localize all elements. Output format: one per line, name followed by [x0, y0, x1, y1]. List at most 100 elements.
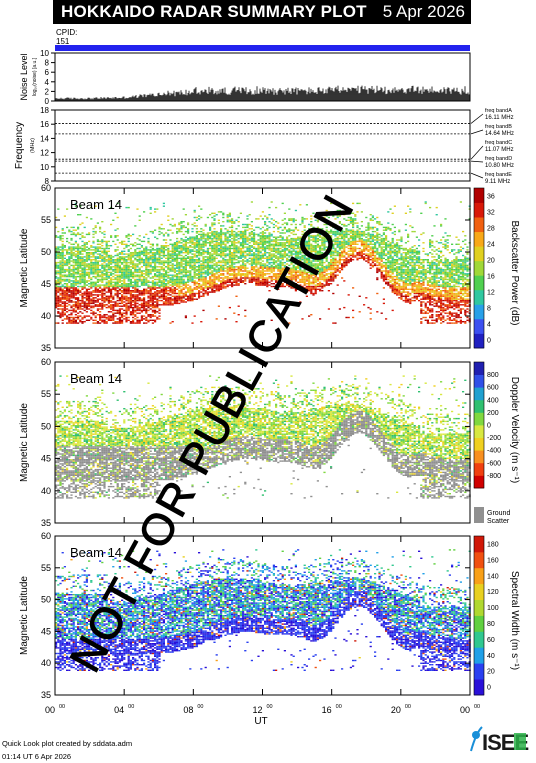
colorbar-tick-label: 160	[487, 557, 499, 564]
time-tick-label: 20	[391, 705, 401, 715]
colorbar-segment	[474, 203, 484, 218]
colorbar-segment	[474, 275, 484, 290]
footer-credit: Quick Look plot created by sddata.adm	[2, 739, 132, 748]
colorbar-tick-label: 120	[487, 589, 499, 596]
frequency-band-leader	[471, 161, 483, 162]
colorbar-segment	[474, 319, 484, 334]
colorbar-tick-label: 600	[487, 385, 499, 392]
time-tick-label-minutes: 00	[405, 704, 411, 710]
lat-tick-label: 55	[41, 215, 51, 225]
frequency-ytick-label: 14	[40, 134, 49, 143]
time-tick-label: 08	[183, 705, 193, 715]
lat-tick-label: 45	[41, 454, 51, 464]
colorbar-segment	[474, 600, 484, 616]
frequency-frame	[55, 110, 470, 181]
frequency-band-label: freq bandD	[485, 156, 512, 162]
ground-scatter-swatch	[474, 507, 484, 523]
colorbar-tick-label: 16	[487, 274, 495, 281]
frequency-ylabel-unit: (MHz)	[30, 138, 36, 153]
frequency-ytick-label: 18	[40, 106, 49, 115]
frequency-band-value: 11.07 MHz	[485, 147, 514, 153]
colorbar-segment	[474, 400, 484, 413]
lat-tick-label: 40	[41, 658, 51, 668]
frequency-ytick-label: 16	[40, 120, 49, 129]
frequency-ytick-label: 10	[40, 163, 49, 172]
frequency-band-leader	[471, 114, 483, 123]
lat-tick-label: 60	[41, 357, 51, 367]
colorbar-segment	[474, 647, 484, 663]
colorbar-segment	[474, 616, 484, 632]
colorbar-tick-label: 100	[487, 605, 499, 612]
frequency-band-leader	[471, 130, 483, 134]
colorbar-tick-label: 60	[487, 637, 495, 644]
colorbar-segment	[474, 362, 484, 375]
frequency-band-label: freq bandC	[485, 140, 512, 146]
colorbar-segment	[474, 438, 484, 451]
magnetic-latitude-label: Magnetic Latitude	[19, 228, 30, 307]
colorbar-tick-label: 800	[487, 372, 499, 379]
colorbar-tick-label: 400	[487, 397, 499, 404]
lat-tick-label: 35	[41, 518, 51, 528]
noise-ytick-label: 2	[45, 87, 50, 96]
frequency-band-value: 16.11 MHz	[485, 115, 514, 121]
colorbar-segment	[474, 584, 484, 600]
frequency-band-value: 9.11 MHz	[485, 179, 510, 185]
colorbar-tick-label: 200	[487, 410, 499, 417]
colorbar-segment	[474, 552, 484, 568]
colorbar-segment	[474, 375, 484, 388]
noise-ytick-label: 10	[40, 49, 49, 58]
ground-scatter-label: Scatter	[487, 518, 510, 525]
colorbar-segment	[474, 232, 484, 247]
footer-timestamp: 01:14 UT 6 Apr 2026	[2, 752, 71, 761]
colorbar-tick-label: 20	[487, 669, 495, 676]
time-tick-label: 16	[322, 705, 332, 715]
colorbar-tick-label: 8	[487, 306, 491, 313]
time-tick-label-minutes: 00	[267, 704, 273, 710]
lat-tick-label: 50	[41, 595, 51, 605]
lat-tick-label: 55	[41, 563, 51, 573]
time-tick-label: 00	[460, 705, 470, 715]
frequency-band-label: freq bandE	[485, 172, 512, 178]
frequency-ylabel: Frequency	[14, 122, 25, 169]
colorbar-tick-label: 180	[487, 541, 499, 548]
time-tick-label-minutes: 00	[59, 704, 65, 710]
colorbar-tick-label: -800	[487, 473, 501, 480]
lat-tick-label: 45	[41, 279, 51, 289]
isee-logo: ISEE	[468, 723, 530, 755]
lat-tick-label: 35	[41, 690, 51, 700]
colorbar-segment	[474, 568, 484, 584]
colorbar-segment	[474, 188, 484, 203]
colorbar-tick-label: 0	[487, 338, 491, 345]
noise-trace	[55, 86, 470, 101]
colorbar-tick-label: -400	[487, 448, 501, 455]
colorbar-tick-label: 140	[487, 573, 499, 580]
colorbar-segment	[474, 425, 484, 438]
colorbar-tick-label: 80	[487, 621, 495, 628]
frequency-band-leader	[471, 173, 483, 178]
noise-ytick-label: 8	[45, 59, 50, 68]
frequency-band-leader	[471, 146, 483, 159]
colorbar-segment	[474, 333, 484, 348]
colorbar-segment	[474, 475, 484, 488]
colorbar-label: Doppler Velocity (m s⁻¹)	[509, 377, 520, 483]
colorbar-tick-label: 0	[487, 685, 491, 692]
colorbar-segment	[474, 536, 484, 552]
lat-tick-label: 40	[41, 311, 51, 321]
colorbar-tick-label: 12	[487, 290, 495, 297]
colorbar-segment	[474, 217, 484, 232]
colorbar-tick-label: 20	[487, 258, 495, 265]
lat-tick-label: 45	[41, 626, 51, 636]
colorbar-segment	[474, 450, 484, 463]
frequency-band-label: freq bandB	[485, 124, 512, 130]
colorbar-segment	[474, 663, 484, 679]
time-tick-label: 04	[114, 705, 124, 715]
time-tick-label-minutes: 00	[474, 704, 480, 710]
colorbar-tick-label: 40	[487, 653, 495, 660]
lat-tick-label: 50	[41, 247, 51, 257]
lat-tick-label: 50	[41, 421, 51, 431]
